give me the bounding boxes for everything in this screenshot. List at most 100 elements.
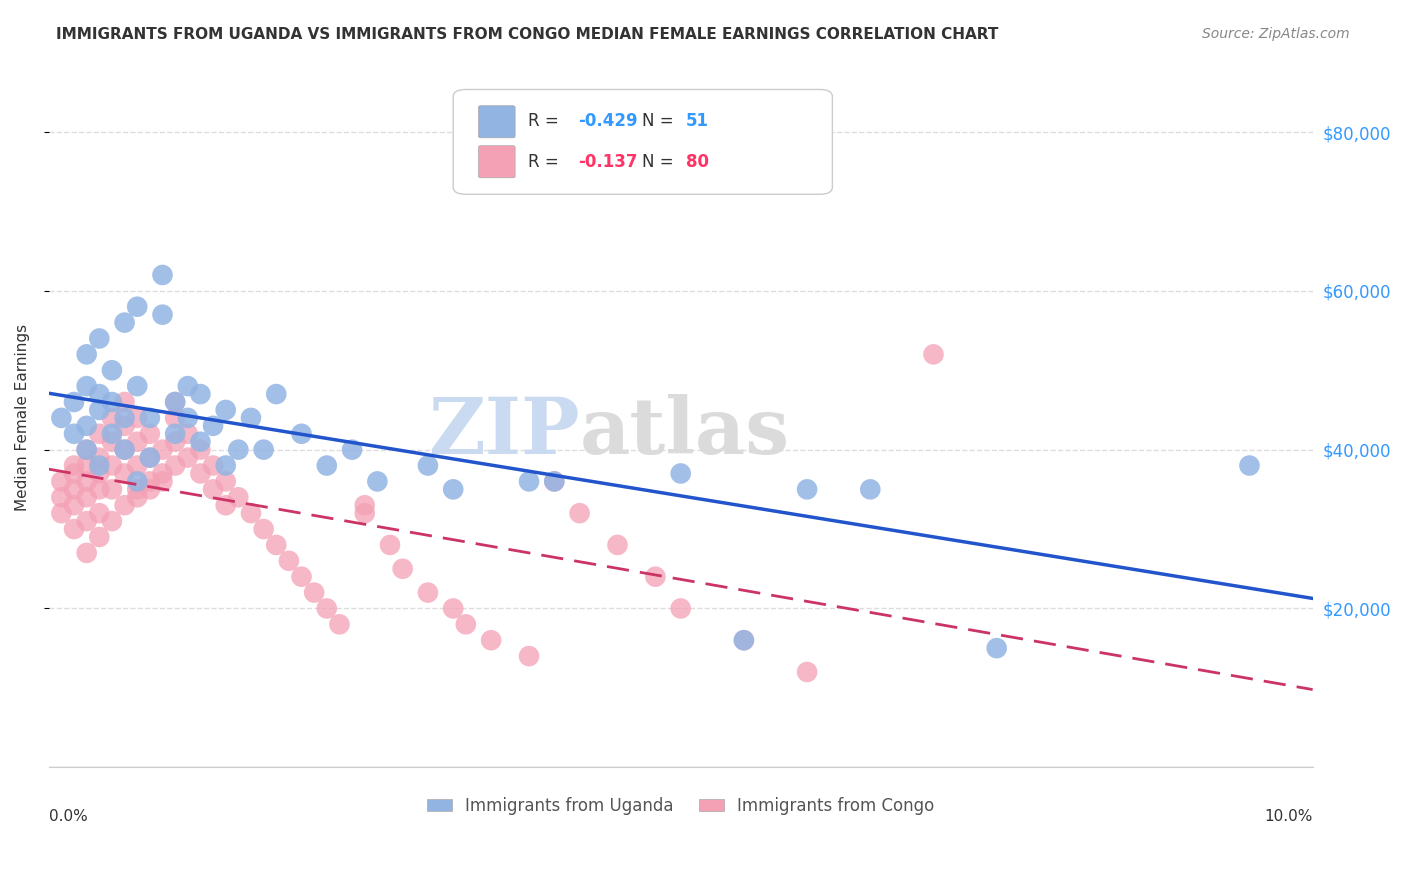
Immigrants from Congo [127,410,149,425]
Immigrants from Congo [127,483,149,497]
Text: IMMIGRANTS FROM UGANDA VS IMMIGRANTS FROM CONGO MEDIAN FEMALE EARNINGS CORRELATI: IMMIGRANTS FROM UGANDA VS IMMIGRANTS FRO… [56,27,998,42]
Immigrants from Congo [215,475,238,489]
Immigrants from Congo [290,570,312,584]
Immigrants from Uganda [101,426,124,441]
Text: 10.0%: 10.0% [1264,809,1313,824]
Immigrants from Uganda [101,363,124,377]
Immigrants from Congo [63,498,86,512]
Immigrants from Congo [441,601,464,615]
Immigrants from Uganda [76,418,98,433]
Immigrants from Congo [277,554,299,568]
Immigrants from Uganda [114,316,136,330]
Immigrants from Congo [328,617,350,632]
Immigrants from Congo [165,434,187,449]
Immigrants from Congo [202,483,225,497]
Text: -0.429: -0.429 [578,112,638,130]
Immigrants from Uganda [315,458,337,473]
Text: atlas: atlas [579,394,790,470]
Immigrants from Uganda [543,475,565,489]
Immigrants from Congo [152,467,174,481]
Immigrants from Congo [669,601,692,615]
Immigrants from Uganda [165,395,187,409]
Immigrants from Congo [517,649,540,664]
Immigrants from Congo [228,491,250,505]
Immigrants from Uganda [290,426,312,441]
Immigrants from Uganda [366,475,388,489]
Immigrants from Congo [378,538,401,552]
Immigrants from Congo [114,467,136,481]
Immigrants from Congo [922,347,945,361]
Immigrants from Uganda [51,410,73,425]
Immigrants from Uganda [264,387,287,401]
Immigrants from Congo [63,483,86,497]
Immigrants from Congo [89,483,111,497]
Immigrants from Congo [190,442,212,457]
Immigrants from Congo [101,410,124,425]
Immigrants from Uganda [76,442,98,457]
Immigrants from Congo [177,426,200,441]
Immigrants from Uganda [796,483,818,497]
Immigrants from Congo [76,442,98,457]
Text: -0.137: -0.137 [578,153,638,171]
Immigrants from Congo [76,458,98,473]
Immigrants from Congo [127,458,149,473]
Text: 80: 80 [686,153,709,171]
Immigrants from Uganda [114,410,136,425]
Immigrants from Congo [63,467,86,481]
Immigrants from Congo [89,530,111,544]
Immigrants from Congo [89,467,111,481]
Immigrants from Congo [127,491,149,505]
Immigrants from Congo [302,585,325,599]
Immigrants from Uganda [669,467,692,481]
Immigrants from Congo [165,395,187,409]
Immigrants from Congo [114,442,136,457]
Immigrants from Congo [796,665,818,679]
FancyBboxPatch shape [453,89,832,194]
Text: 0.0%: 0.0% [49,809,87,824]
Immigrants from Congo [76,514,98,528]
Immigrants from Uganda [114,442,136,457]
FancyBboxPatch shape [478,105,515,138]
Immigrants from Congo [76,546,98,560]
Y-axis label: Median Female Earnings: Median Female Earnings [15,325,30,511]
Immigrants from Congo [63,458,86,473]
Immigrants from Congo [139,426,162,441]
Immigrants from Congo [114,498,136,512]
Immigrants from Uganda [177,410,200,425]
Immigrants from Uganda [89,403,111,417]
Immigrants from Congo [568,506,591,520]
Legend: Immigrants from Uganda, Immigrants from Congo: Immigrants from Uganda, Immigrants from … [420,790,941,822]
Immigrants from Congo [454,617,477,632]
Immigrants from Uganda [240,410,263,425]
Immigrants from Congo [190,467,212,481]
Immigrants from Congo [152,442,174,457]
Immigrants from Congo [177,450,200,465]
Immigrants from Uganda [517,475,540,489]
Text: R =: R = [527,153,564,171]
Immigrants from Uganda [63,395,86,409]
Immigrants from Congo [101,458,124,473]
Immigrants from Congo [114,418,136,433]
Immigrants from Uganda [165,426,187,441]
Immigrants from Uganda [215,458,238,473]
Immigrants from Uganda [228,442,250,457]
Immigrants from Congo [51,491,73,505]
Immigrants from Uganda [190,387,212,401]
Immigrants from Uganda [89,331,111,345]
Immigrants from Congo [139,483,162,497]
Immigrants from Congo [315,601,337,615]
Text: Source: ZipAtlas.com: Source: ZipAtlas.com [1202,27,1350,41]
Immigrants from Congo [543,475,565,489]
Immigrants from Uganda [252,442,274,457]
Immigrants from Uganda [76,379,98,393]
Immigrants from Congo [89,506,111,520]
Immigrants from Congo [644,570,666,584]
Immigrants from Congo [152,475,174,489]
FancyBboxPatch shape [478,145,515,178]
Immigrants from Uganda [190,434,212,449]
Immigrants from Uganda [139,450,162,465]
Immigrants from Uganda [441,483,464,497]
Immigrants from Congo [165,458,187,473]
Immigrants from Uganda [177,379,200,393]
Immigrants from Congo [252,522,274,536]
